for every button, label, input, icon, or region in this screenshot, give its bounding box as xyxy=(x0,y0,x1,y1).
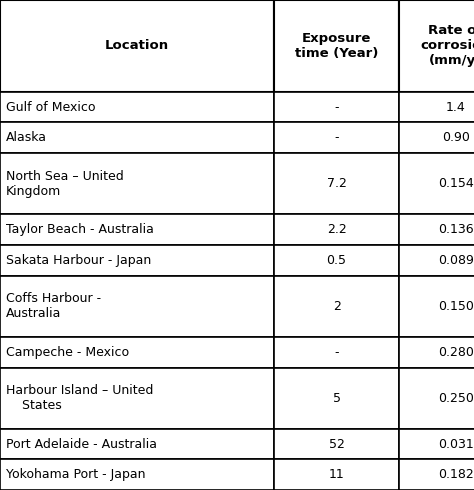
Bar xyxy=(399,122,474,153)
Bar xyxy=(399,337,474,368)
Bar xyxy=(274,337,399,368)
Text: 0.150: 0.150 xyxy=(438,300,474,313)
Text: North Sea – United
Kingdom: North Sea – United Kingdom xyxy=(6,170,123,198)
Bar xyxy=(274,153,399,215)
Bar xyxy=(0,275,274,337)
Text: 0.136: 0.136 xyxy=(438,223,474,236)
Text: 0.5: 0.5 xyxy=(327,254,346,267)
Bar xyxy=(399,275,474,337)
Bar xyxy=(0,429,274,460)
Text: 0.154: 0.154 xyxy=(438,177,474,190)
Bar xyxy=(399,153,474,215)
Bar xyxy=(399,215,474,245)
Bar xyxy=(0,337,274,368)
Text: 2.2: 2.2 xyxy=(327,223,346,236)
Text: 5: 5 xyxy=(333,392,341,405)
Bar xyxy=(274,460,399,490)
Text: Exposure
time (Year): Exposure time (Year) xyxy=(295,32,378,60)
Text: Campeche - Mexico: Campeche - Mexico xyxy=(6,345,129,359)
Text: Coffs Harbour -
Australia: Coffs Harbour - Australia xyxy=(6,292,101,320)
Bar xyxy=(0,0,274,92)
Bar xyxy=(274,215,399,245)
Text: 0.182: 0.182 xyxy=(438,468,474,481)
Text: Location: Location xyxy=(105,39,169,52)
Text: -: - xyxy=(334,131,339,145)
Text: Alaska: Alaska xyxy=(6,131,46,145)
Text: Sakata Harbour - Japan: Sakata Harbour - Japan xyxy=(6,254,151,267)
Bar xyxy=(399,92,474,122)
Bar xyxy=(0,368,274,429)
Bar xyxy=(399,429,474,460)
Bar xyxy=(274,368,399,429)
Text: -: - xyxy=(334,345,339,359)
Bar xyxy=(0,153,274,215)
Bar xyxy=(0,122,274,153)
Text: 2: 2 xyxy=(333,300,340,313)
Text: Gulf of Mexico: Gulf of Mexico xyxy=(6,100,95,114)
Text: Port Adelaide - Australia: Port Adelaide - Australia xyxy=(6,438,157,451)
Bar xyxy=(274,429,399,460)
Text: 1.4: 1.4 xyxy=(446,100,465,114)
Bar xyxy=(274,245,399,275)
Text: 0.90: 0.90 xyxy=(442,131,470,145)
Bar xyxy=(0,215,274,245)
Text: 11: 11 xyxy=(328,468,345,481)
Bar xyxy=(274,275,399,337)
Bar xyxy=(399,245,474,275)
Text: Taylor Beach - Australia: Taylor Beach - Australia xyxy=(6,223,154,236)
Text: 0.089: 0.089 xyxy=(438,254,474,267)
Bar xyxy=(274,0,399,92)
Bar xyxy=(399,460,474,490)
Bar xyxy=(0,245,274,275)
Bar xyxy=(399,0,474,92)
Bar xyxy=(274,122,399,153)
Text: Harbour Island – United
    States: Harbour Island – United States xyxy=(6,384,153,412)
Text: 7.2: 7.2 xyxy=(327,177,346,190)
Text: 0.280: 0.280 xyxy=(438,345,474,359)
Text: 0.031: 0.031 xyxy=(438,438,474,451)
Text: 0.250: 0.250 xyxy=(438,392,474,405)
Bar xyxy=(399,368,474,429)
Text: 52: 52 xyxy=(328,438,345,451)
Bar xyxy=(0,92,274,122)
Bar xyxy=(274,92,399,122)
Text: Rate of
corrosion
(mm/y): Rate of corrosion (mm/y) xyxy=(420,24,474,68)
Text: Yokohama Port - Japan: Yokohama Port - Japan xyxy=(6,468,145,481)
Bar xyxy=(0,460,274,490)
Text: -: - xyxy=(334,100,339,114)
